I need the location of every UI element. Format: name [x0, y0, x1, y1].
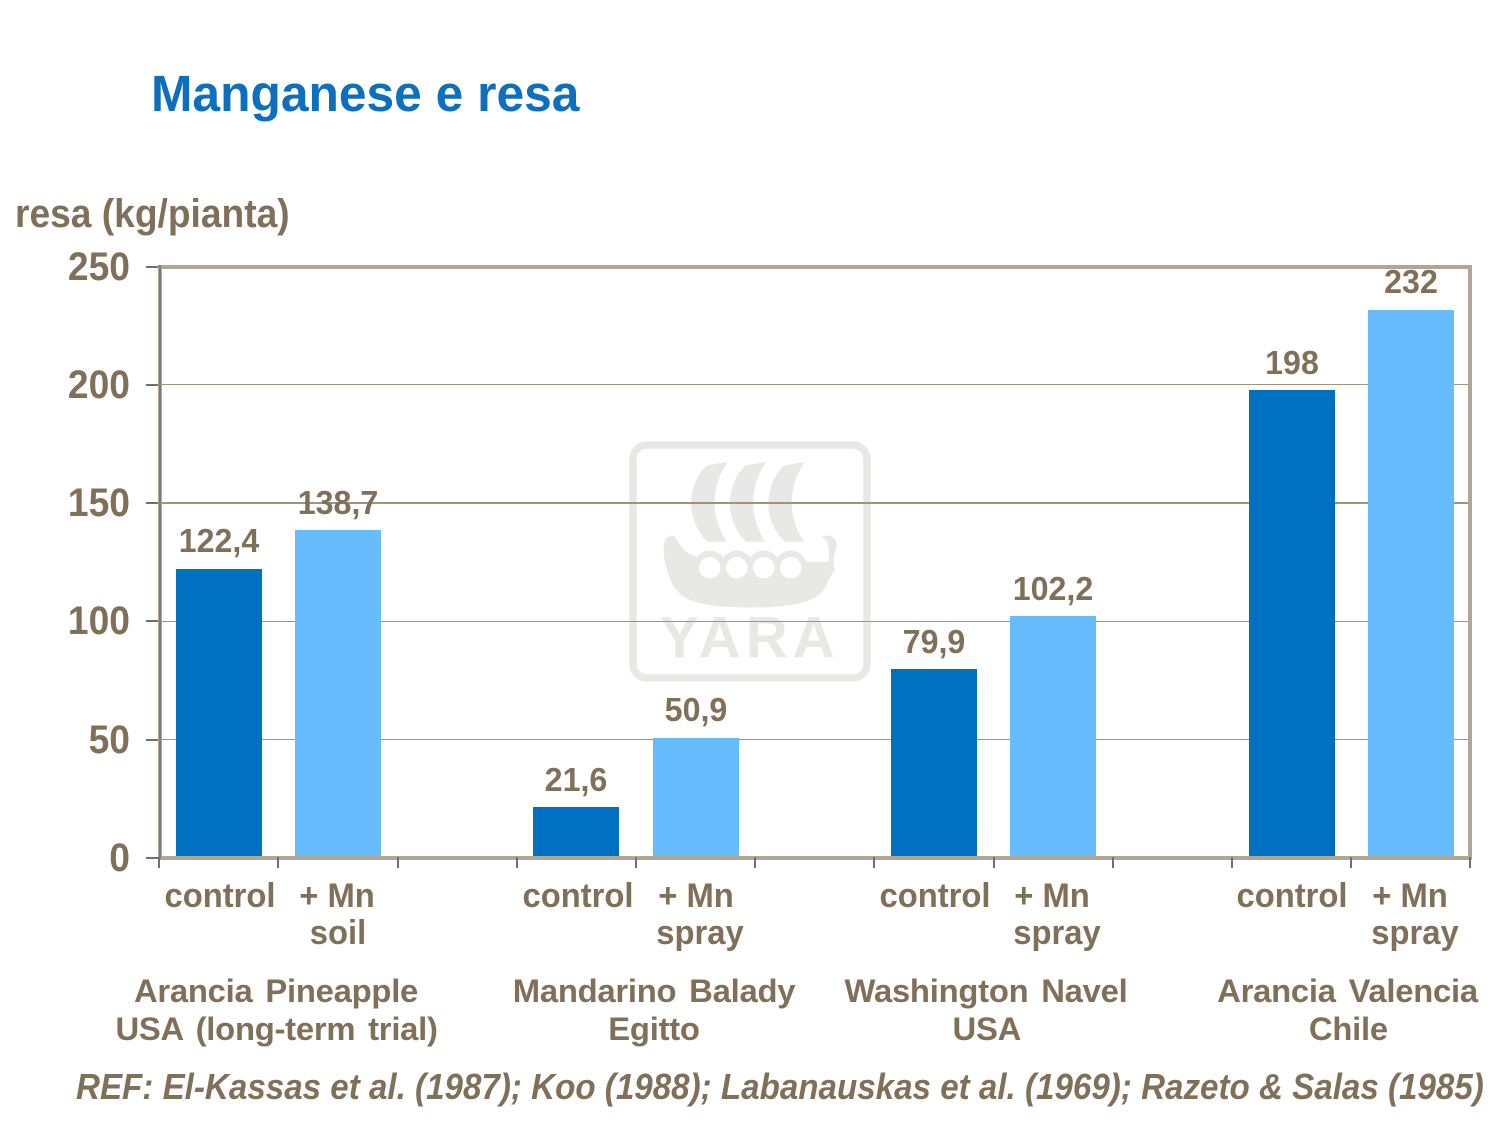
svg-text:YARA: YARA [660, 606, 840, 671]
